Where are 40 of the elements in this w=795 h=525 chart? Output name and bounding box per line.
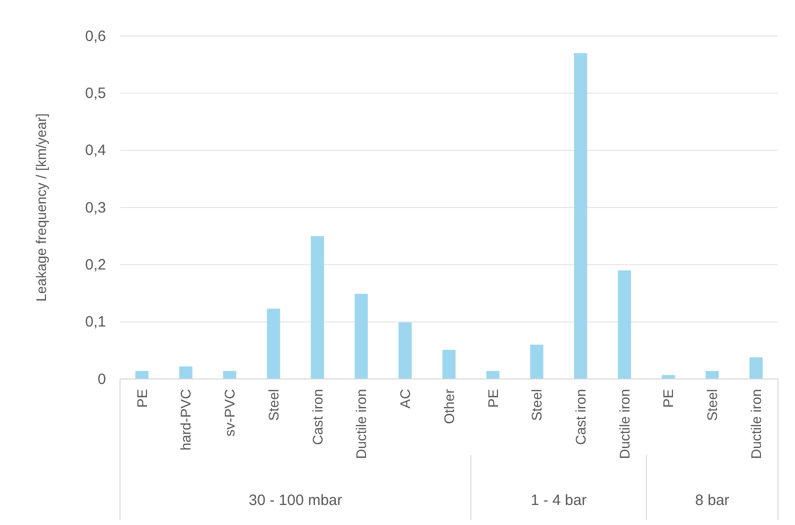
- bar: [179, 366, 192, 379]
- bar: [310, 236, 324, 379]
- x-tick-label: hard-PVC: [178, 389, 194, 450]
- x-tick-label: Ductile iron: [616, 389, 632, 460]
- x-tick-label: Ductile iron: [353, 389, 370, 460]
- bar: [442, 350, 456, 379]
- bar: [706, 370, 719, 379]
- x-tick-label: Cast iron: [572, 389, 588, 446]
- bar: [530, 344, 544, 379]
- bar: [135, 370, 149, 379]
- bar: [398, 322, 412, 379]
- x-tick-label: sv-PVC: [222, 389, 238, 436]
- x-tick-label: Ductile iron: [748, 389, 764, 460]
- bar: [486, 370, 500, 379]
- bar: [223, 370, 236, 379]
- bar: [618, 270, 632, 379]
- text: 8 bar: [695, 492, 730, 509]
- y-tick-label: 0: [98, 370, 106, 388]
- y-tick-label: 0,3: [85, 199, 106, 216]
- text: 1 - 4 bar: [530, 492, 587, 509]
- x-tick-label: Other: [440, 388, 457, 424]
- bar: [749, 357, 763, 379]
- x-tick-label: Steel: [528, 389, 545, 421]
- x-tick-label: Cast iron: [309, 389, 326, 446]
- text: 30 - 100 mbar: [248, 492, 342, 509]
- x-tick-label: PE: [660, 389, 676, 408]
- bar: [266, 308, 280, 379]
- y-tick-label: 0,4: [85, 142, 106, 160]
- x-tick-label: AC: [397, 389, 414, 408]
- x-tick-label: Steel: [265, 389, 282, 421]
- y-tick-label: 0,1: [85, 314, 106, 331]
- x-tick-label: PE: [484, 389, 501, 408]
- bar: [354, 294, 368, 379]
- y-tick-label: 0,2: [85, 256, 106, 274]
- x-tick-label: Steel: [704, 389, 720, 421]
- y-tick-label: 0,5: [85, 84, 106, 102]
- bar: [574, 53, 588, 379]
- y-axis-title: Leakage frequency / [km/year]: [33, 113, 49, 302]
- x-tick-label: PE: [134, 389, 150, 408]
- y-tick-label: 0,6: [85, 28, 106, 45]
